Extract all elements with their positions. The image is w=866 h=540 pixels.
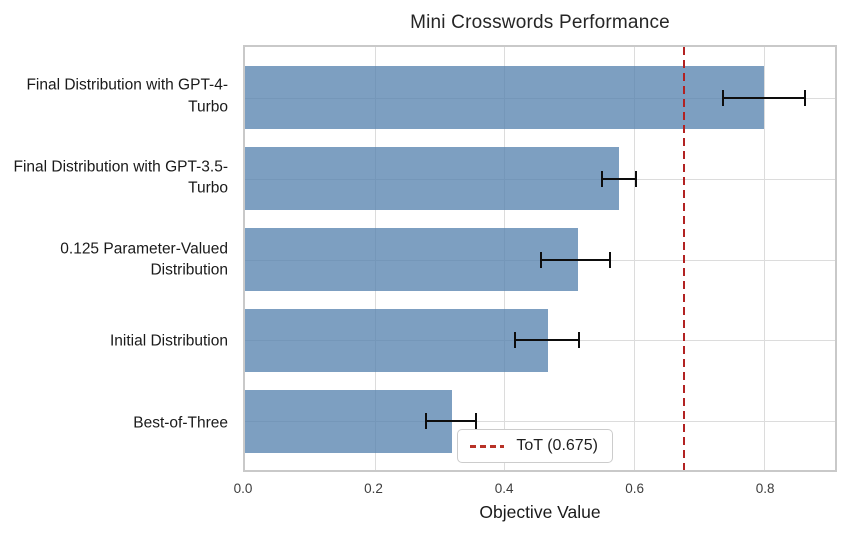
x-axis-label: Objective Value [479,502,601,522]
plot-area: ToT (0.675) [243,45,837,472]
horizontal-gridline [245,421,835,423]
y-category-label: Best-of-Three [133,414,228,432]
x-tick-label: 0.0 [233,481,253,496]
bar-4 [245,308,548,372]
error-bar-3 [540,251,612,268]
vertical-gridline [634,47,635,470]
legend-label: ToT (0.675) [516,437,598,455]
error-bar-1 [721,89,806,106]
x-tick-label: 0.6 [625,481,645,496]
y-category-label: 0.125 Parameter-Valued Distribution [60,240,228,279]
x-tick-label: 0.2 [364,481,383,496]
bar-1 [245,66,764,130]
legend-dashed-line-sample [470,444,505,448]
vertical-gridline [763,47,765,470]
error-bar-2 [600,170,638,187]
x-tick-label: 0.4 [494,481,514,496]
bar-5 [245,389,453,453]
error-bar-4 [514,332,581,349]
y-category-label: Initial Distribution [109,332,228,350]
y-category-label: Final Distribution with GPT-3.5-Turbo [13,158,229,197]
bar-3 [245,228,578,292]
chart-title: Mini Crosswords Performance [410,12,670,33]
legend: ToT (0.675) [457,429,613,464]
error-bar-5 [424,413,478,430]
x-tick-label: 0.8 [755,481,775,496]
bar-2 [245,147,620,211]
reference-line-tot [682,47,686,470]
y-category-label: Final Distribution with GPT-4-Turbo [26,77,228,116]
